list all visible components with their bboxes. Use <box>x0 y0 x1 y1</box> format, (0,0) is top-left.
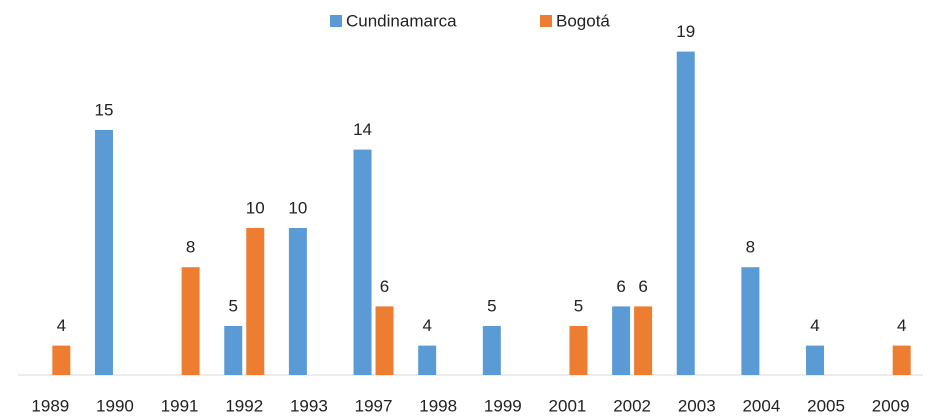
x-tick-label: 2004 <box>742 396 780 415</box>
data-label: 4 <box>57 316 66 335</box>
bar <box>288 228 307 375</box>
bar <box>353 149 372 375</box>
data-label: 15 <box>95 100 114 119</box>
legend-swatch <box>330 15 342 27</box>
data-label: 4 <box>897 316 906 335</box>
bar <box>741 267 760 375</box>
bar <box>569 326 588 375</box>
bar <box>246 228 265 375</box>
bar <box>676 51 695 375</box>
x-tick-label: 2009 <box>872 396 910 415</box>
bar <box>181 267 200 375</box>
x-tick-label: 1999 <box>484 396 522 415</box>
data-label: 6 <box>616 277 625 296</box>
data-label: 6 <box>638 277 647 296</box>
x-tick-label: 1993 <box>290 396 328 415</box>
data-label: 5 <box>574 296 583 315</box>
bar <box>806 345 825 375</box>
data-label: 4 <box>810 316 819 335</box>
x-tick-label: 2002 <box>613 396 651 415</box>
data-label: 5 <box>487 296 496 315</box>
x-tick-label: 1992 <box>225 396 263 415</box>
data-label: 10 <box>288 198 307 217</box>
legend-label: Cundinamarca <box>346 11 457 30</box>
x-tick-label: 2005 <box>807 396 845 415</box>
legend-label: Bogotá <box>556 11 610 30</box>
data-label: 10 <box>246 198 265 217</box>
bar <box>612 306 631 375</box>
legend-swatch <box>540 15 552 27</box>
data-label: 6 <box>380 277 389 296</box>
data-label: 8 <box>746 238 755 257</box>
bar <box>94 130 113 375</box>
bar <box>892 345 911 375</box>
x-tick-label: 1989 <box>31 396 69 415</box>
data-label: 19 <box>676 22 695 41</box>
x-tick-label: 2001 <box>549 396 587 415</box>
bar <box>418 345 437 375</box>
bar <box>634 306 653 375</box>
x-tick-label: 1997 <box>355 396 393 415</box>
x-tick-label: 1998 <box>419 396 457 415</box>
data-label: 4 <box>422 316 431 335</box>
bar <box>52 345 71 375</box>
data-label: 14 <box>353 120 372 139</box>
bar <box>375 306 394 375</box>
bar <box>482 326 501 375</box>
x-tick-label: 2003 <box>678 396 716 415</box>
x-tick-label: 1990 <box>96 396 134 415</box>
data-label: 5 <box>229 296 238 315</box>
data-label: 8 <box>186 238 195 257</box>
bar <box>224 326 243 375</box>
x-tick-label: 1991 <box>161 396 199 415</box>
